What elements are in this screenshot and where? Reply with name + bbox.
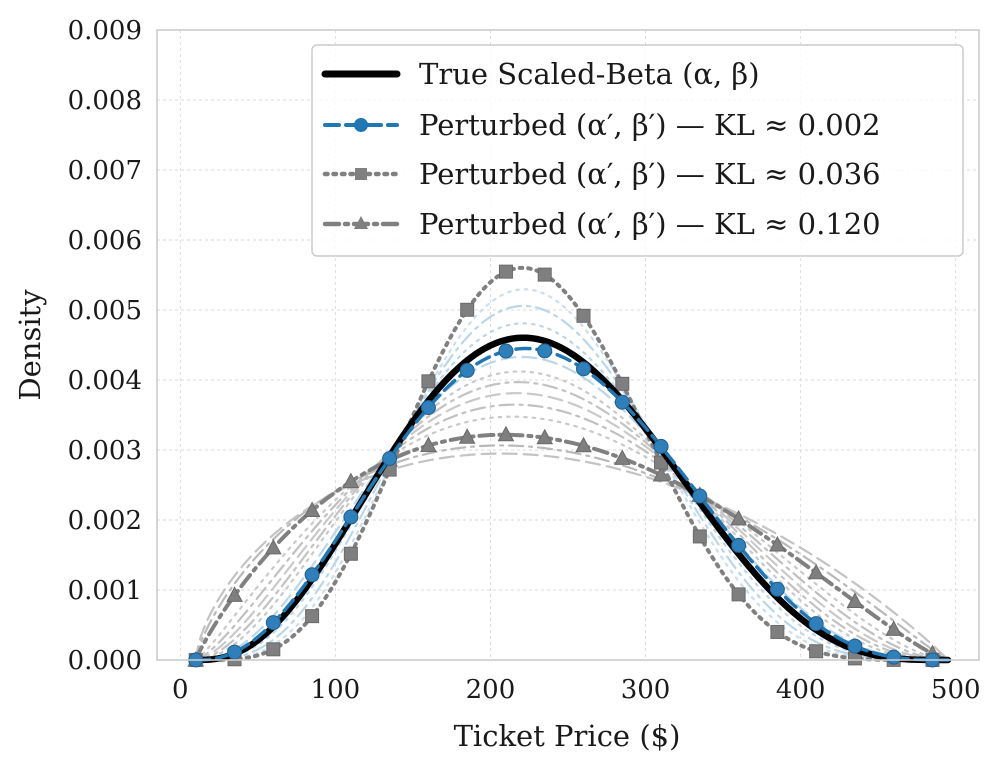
data-point-circle bbox=[304, 567, 320, 583]
x-tick-label: 200 bbox=[466, 675, 516, 705]
background-curve bbox=[194, 392, 950, 662]
perturbed-kl-0.002-curve-group bbox=[188, 343, 950, 668]
data-point-triangle bbox=[303, 501, 321, 518]
data-point-circle bbox=[886, 649, 902, 665]
data-point-circle bbox=[692, 488, 708, 504]
data-point-circle bbox=[731, 537, 747, 553]
legend-label-kl-0.002: Perturbed (α′, β′) — KL ≈ 0.002 bbox=[419, 108, 881, 142]
data-point-triangle bbox=[536, 428, 554, 445]
data-point-triangle bbox=[226, 586, 243, 602]
data-point-triangle bbox=[769, 535, 786, 552]
data-point-circle bbox=[343, 509, 359, 525]
data-point-circle bbox=[498, 343, 514, 359]
data-point-square bbox=[537, 267, 552, 282]
data-point-square bbox=[770, 624, 785, 639]
data-point-circle bbox=[769, 581, 785, 597]
y-tick-label: 0.001 bbox=[68, 576, 142, 606]
y-axis-label: Density bbox=[13, 289, 47, 401]
data-point-square bbox=[809, 644, 824, 659]
data-point-triangle bbox=[342, 472, 360, 489]
data-point-circle bbox=[265, 615, 281, 631]
true-scaled-beta-curve bbox=[192, 334, 952, 664]
background-curve bbox=[194, 403, 950, 662]
perturbed-kl-0.036-curve bbox=[193, 265, 950, 662]
plot-frame bbox=[156, 29, 980, 661]
y-tick-label: 0.003 bbox=[68, 436, 142, 466]
x-axis-label: Ticket Price ($) bbox=[454, 719, 681, 753]
data-point-triangle bbox=[807, 563, 825, 580]
data-point-triangle bbox=[846, 592, 864, 608]
legend-box bbox=[311, 44, 964, 257]
y-tick-label: 0.008 bbox=[68, 86, 142, 116]
data-point-circle bbox=[614, 394, 630, 410]
legend-entry-kl-0.036: Perturbed (α′, β′) — KL ≈ 0.036 bbox=[322, 157, 881, 191]
data-point-square bbox=[305, 609, 320, 624]
data-point-square bbox=[615, 376, 630, 391]
data-point-triangle bbox=[575, 436, 592, 453]
data-point-triangle bbox=[730, 509, 747, 526]
legend-entry-true: True Scaled-Beta (α, β) bbox=[321, 57, 760, 91]
data-point-circle bbox=[459, 362, 475, 378]
data-point-triangle bbox=[264, 538, 282, 555]
y-tick-label: 0.004 bbox=[68, 366, 142, 396]
x-tick-label: 300 bbox=[621, 675, 671, 705]
data-point-square bbox=[343, 546, 358, 561]
data-point-triangle bbox=[420, 436, 437, 453]
y-axis-ticks: 0.000 0.001 0.002 0.003 0.004 0.005 0.006 0.007… bbox=[68, 16, 142, 676]
y-tick-label: 0.005 bbox=[68, 296, 142, 326]
legend-label-true: True Scaled-Beta (α, β) bbox=[419, 57, 760, 91]
legend-entry-kl-0.002: Perturbed (α′, β′) — KL ≈ 0.002 bbox=[323, 108, 881, 142]
x-tick-label: 400 bbox=[776, 675, 826, 705]
background-curve bbox=[194, 452, 950, 662]
data-point-circle bbox=[576, 361, 592, 377]
data-point-square bbox=[692, 529, 707, 544]
y-tick-label: 0.009 bbox=[68, 16, 142, 46]
y-tick-label: 0.002 bbox=[68, 506, 142, 536]
data-point-square bbox=[266, 642, 281, 657]
perturbed-kl-0.002-curve bbox=[194, 346, 950, 662]
data-point-triangle bbox=[497, 425, 515, 442]
data-point-square bbox=[421, 374, 436, 389]
legend-label-kl-0.120: Perturbed (α′, β′) — KL ≈ 0.120 bbox=[419, 207, 881, 241]
legend-marker-circle bbox=[354, 118, 368, 132]
x-axis-ticks: 0 100 200 300 400 500 bbox=[172, 675, 981, 705]
data-point-circle bbox=[420, 400, 436, 416]
data-point-triangle bbox=[885, 620, 903, 636]
legend: True Scaled-Beta (α, β) Perturbed (α′, β… bbox=[311, 44, 964, 257]
data-point-triangle bbox=[652, 465, 670, 482]
data-point-circle bbox=[808, 616, 824, 632]
y-tick-label: 0.006 bbox=[68, 226, 142, 256]
background-curve bbox=[194, 322, 950, 662]
data-point-circle bbox=[847, 638, 863, 654]
data-point-square bbox=[576, 308, 591, 323]
data-point-square bbox=[498, 264, 513, 279]
x-tick-label: 500 bbox=[931, 675, 981, 705]
y-tick-label: 0.000 bbox=[68, 646, 142, 676]
data-point-square bbox=[731, 587, 746, 602]
data-point-circle bbox=[227, 644, 243, 660]
true-scaled-beta-curve-group bbox=[192, 334, 952, 664]
legend-label-kl-0.036: Perturbed (α′, β′) — KL ≈ 0.036 bbox=[419, 157, 881, 191]
x-tick-label: 100 bbox=[311, 675, 361, 705]
background-curve bbox=[194, 370, 950, 662]
data-point-triangle bbox=[458, 428, 476, 444]
background-curve bbox=[194, 381, 950, 662]
y-tick-label: 0.007 bbox=[68, 156, 142, 186]
legend-marker-square bbox=[355, 168, 367, 180]
background-curve bbox=[194, 304, 950, 662]
x-tick-label: 0 bbox=[172, 675, 189, 705]
legend-entry-kl-0.120: Perturbed (α′, β′) — KL ≈ 0.120 bbox=[322, 207, 881, 241]
data-point-circle bbox=[382, 451, 398, 467]
data-point-square bbox=[460, 302, 475, 317]
legend-marker-triangle bbox=[354, 216, 368, 229]
data-point-circle bbox=[653, 438, 669, 454]
background-curve bbox=[194, 415, 950, 662]
data-point-circle bbox=[537, 343, 553, 359]
data-point-triangle bbox=[613, 449, 631, 465]
